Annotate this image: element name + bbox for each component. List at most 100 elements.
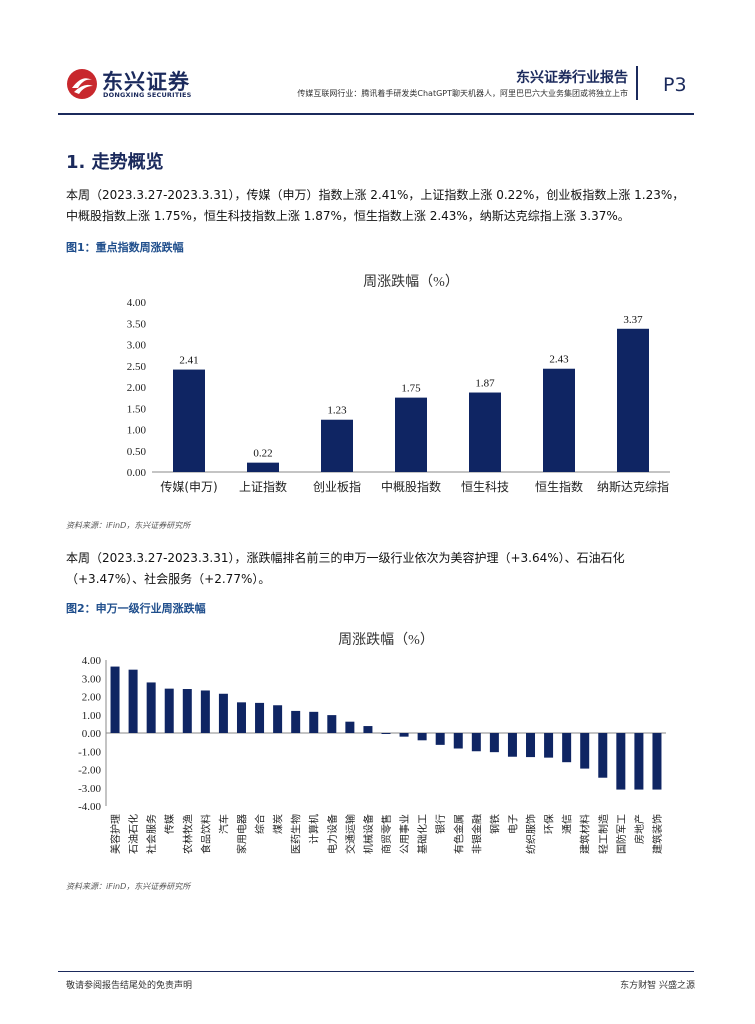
y-tick-label: 2.50: [127, 361, 147, 373]
x-tick-label: 家用电器: [235, 814, 248, 854]
report-name: 东兴证券行业报告: [516, 70, 628, 86]
x-tick-label: 纺织服饰: [525, 814, 538, 854]
y-tick-label: 1.50: [127, 403, 147, 415]
figure-2-title: 图2：申万一级行业周涨跌幅: [66, 602, 206, 615]
bar: [321, 419, 353, 472]
figure-2-source: 资料来源：iFinD，东兴证券研究所: [66, 882, 191, 891]
x-tick-label: 农林牧渔: [181, 814, 194, 854]
data-label: 1.23: [327, 405, 347, 417]
bar: [489, 733, 499, 753]
x-tick-label: 恒生指数: [535, 479, 583, 494]
bar: [309, 711, 319, 733]
data-label: 1.87: [475, 378, 495, 390]
x-tick-label: 社会服务: [145, 814, 158, 854]
bar: [218, 693, 228, 733]
chart-title: 周涨跌幅（%）: [338, 632, 434, 648]
y-tick-label: 1.00: [127, 425, 147, 437]
bar: [598, 733, 608, 778]
data-label: 1.75: [401, 383, 421, 395]
y-tick-label: 4.00: [82, 655, 102, 667]
x-tick-label: 美容护理: [109, 814, 122, 854]
x-tick-label: 房地产: [633, 814, 646, 844]
y-tick-label: -1.00: [78, 746, 101, 758]
bar: [363, 726, 373, 733]
paragraph-industry-summary: 本周（2023.3.27-2023.3.31），涨跌幅排名前三的申万一级行业依次…: [66, 551, 625, 586]
industry-weekly-change-chart: 周涨跌幅（%） -4.00 -3.00 -2.00 -1.00 0.00 1.00 2.00 3…: [78, 632, 666, 854]
y-tick-label: 1.00: [82, 710, 102, 722]
x-tick-label: 商贸零售: [380, 814, 393, 854]
y-tick-label: 0.00: [127, 467, 147, 479]
x-tick-label: 电力设备: [326, 814, 339, 854]
y-tick-label: 3.00: [127, 340, 147, 352]
x-tick-label: 恒生科技: [461, 480, 509, 494]
x-tick-label: 创业板指: [313, 479, 361, 494]
x-tick-label: 电子: [506, 814, 519, 834]
index-weekly-change-chart: 周涨跌幅（%） 0.00 0.50 1.00 1.50 2.00 2.50 3.00 3.50 4…: [127, 274, 670, 494]
bar: [616, 733, 626, 790]
bar: [128, 669, 138, 733]
y-tick-label: 3.00: [82, 673, 102, 685]
bar: [543, 368, 575, 472]
bar: [110, 666, 120, 733]
y-tick-label: -3.00: [78, 783, 101, 795]
header-divider: [636, 66, 638, 100]
x-tick-label: 公用事业: [398, 814, 411, 854]
x-tick-label: 国防军工: [615, 814, 628, 854]
x-tick-label: 有色金属: [452, 814, 465, 854]
x-tick-label: 建筑装饰: [651, 814, 664, 854]
x-tick-label: 煤炭: [272, 814, 285, 834]
data-label: 3.37: [623, 314, 643, 326]
bar: [562, 733, 572, 763]
x-tick-label: 非银金融: [470, 814, 483, 854]
x-tick-label: 纳斯达克综指: [597, 479, 669, 494]
x-tick-label: 传媒(申万): [160, 479, 217, 494]
bar: [469, 392, 501, 472]
x-tick-label: 计算机: [308, 814, 321, 844]
bar: [173, 369, 205, 472]
bar: [255, 702, 265, 733]
bar: [182, 689, 192, 733]
y-tick-label: 3.50: [127, 318, 147, 330]
x-tick-label: 轻工制造: [597, 814, 610, 854]
bar: [273, 705, 283, 733]
x-tick-label: 交通运输: [344, 814, 357, 854]
footer-rule: [58, 971, 694, 972]
y-tick-label: 0.50: [127, 446, 147, 458]
bar: [395, 397, 427, 472]
y-tick-label: 4.00: [127, 297, 147, 309]
data-label: 2.43: [549, 354, 569, 366]
x-tick-label: 综合: [254, 814, 267, 834]
bar: [345, 721, 355, 733]
bar: [507, 733, 517, 757]
report-subtitle: 传媒互联网行业：腾讯着手研发类ChatGPT聊天机器人，阿里巴巴六大业务集团或将…: [297, 89, 628, 98]
y-tick-label: -2.00: [78, 765, 101, 777]
section-title: 1. 走势概览: [66, 152, 164, 173]
y-tick-label: -4.00: [78, 801, 101, 813]
y-tick-label: 2.00: [127, 382, 147, 394]
bar: [471, 733, 481, 752]
bar: [652, 733, 662, 790]
bar: [291, 710, 301, 733]
x-tick-label: 上证指数: [239, 479, 287, 494]
paragraph-index-summary: 本周（2023.3.27-2023.3.31），传媒（申万）指数上涨 2.41%…: [66, 188, 685, 223]
bar: [544, 733, 554, 758]
x-tick-label: 传媒: [164, 814, 176, 834]
x-tick-label: 石油石化: [127, 814, 140, 854]
bar: [617, 328, 649, 472]
x-tick-label: 机械设备: [362, 814, 375, 854]
x-tick-label: 基础化工: [416, 814, 429, 854]
figure-1-title: 图1：重点指数周涨跌幅: [66, 241, 184, 254]
data-label: 2.41: [179, 355, 198, 367]
x-tick-label: 银行: [434, 814, 447, 834]
figure-1-source: 资料来源：iFinD，东兴证券研究所: [66, 521, 191, 530]
bar: [634, 733, 644, 790]
chart-title: 周涨跌幅（%）: [363, 274, 459, 290]
bar: [399, 733, 409, 737]
x-tick-label: 食品饮料: [199, 814, 212, 854]
y-tick-label: 2.00: [82, 692, 102, 704]
bar: [146, 682, 156, 733]
x-tick-label: 汽车: [217, 814, 230, 834]
x-tick-label: 环保: [543, 814, 556, 834]
page-number: P3: [663, 74, 687, 96]
x-tick-label: 医药生物: [290, 814, 303, 854]
